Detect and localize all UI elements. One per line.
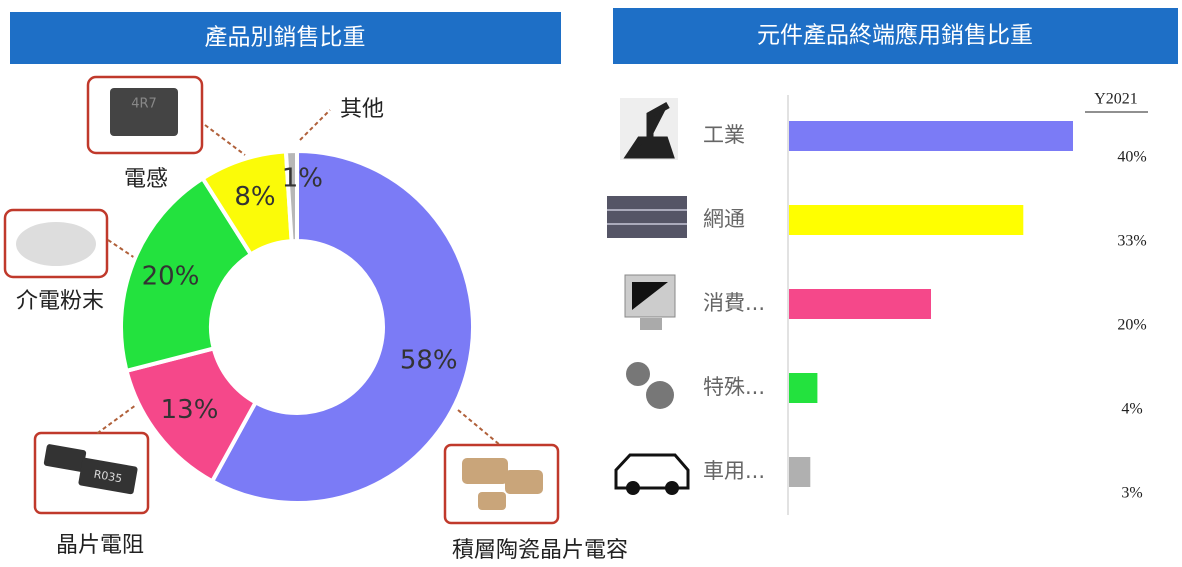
bar [789,457,810,487]
value-label: 20% [1117,317,1146,334]
category-label: 積層陶瓷晶片電容 [452,538,628,563]
value-label: 3% [1121,485,1142,502]
svg-text:4R7: 4R7 [131,97,157,112]
bar [789,373,817,403]
value-label: 13% [161,395,219,425]
value-label: 33% [1117,233,1146,250]
category-label: 其他 [340,97,384,122]
bar [789,205,1023,235]
category-label: 車用... [703,459,765,483]
chart-title: 產品別銷售比重 [205,25,366,51]
category-label: 晶片電阻 [56,533,144,558]
series-label: Y2021 [1094,91,1138,108]
category-label: 消費... [703,291,765,315]
value-label: 20% [142,261,200,291]
value-label: 58% [400,345,458,375]
infographic: 產品別銷售比重 元件產品終端應用銷售比重 4R7 R035 [0,0,1182,567]
category-label: 特殊... [703,375,765,399]
value-label: 4% [1121,401,1142,418]
category-label: 電感 [124,167,168,192]
value-label: 40% [1117,149,1146,166]
chart-title: 元件產品終端應用銷售比重 [757,23,1033,49]
category-label: 網通 [703,207,745,231]
bar [789,289,931,319]
value-label: 1% [282,164,323,194]
bar [789,121,1073,151]
category-label: 工業 [703,123,745,147]
value-label: 8% [234,182,275,212]
category-label: 介電粉末 [16,289,104,314]
